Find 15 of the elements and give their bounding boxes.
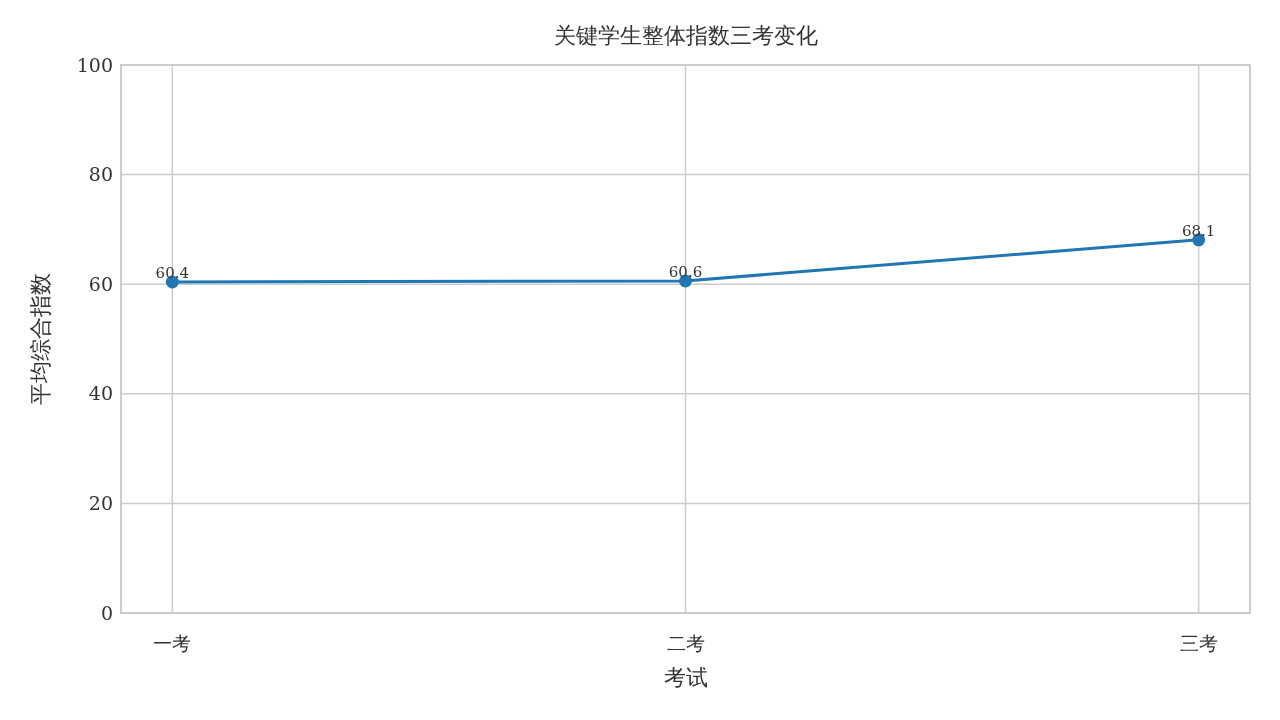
- data-label: 68.1: [1181, 221, 1216, 240]
- x-tick-label: 二考: [666, 631, 705, 654]
- y-tick-label: 0: [100, 601, 113, 624]
- x-axis-title: 考试: [663, 665, 708, 690]
- y-tick-label: 40: [88, 382, 113, 405]
- chart-title: 关键学生整体指数三考变化: [553, 23, 818, 48]
- y-tick-label: 60: [88, 272, 113, 295]
- y-axis-title: 平均综合指数: [28, 273, 53, 405]
- data-label: 60.6: [668, 262, 703, 281]
- y-tick-label: 20: [88, 492, 113, 515]
- data-label: 60.4: [155, 264, 190, 283]
- y-tick-label: 80: [88, 163, 113, 186]
- y-tick-label: 100: [76, 53, 113, 76]
- x-tick-label: 一考: [153, 631, 192, 654]
- x-tick-label: 三考: [1179, 631, 1218, 654]
